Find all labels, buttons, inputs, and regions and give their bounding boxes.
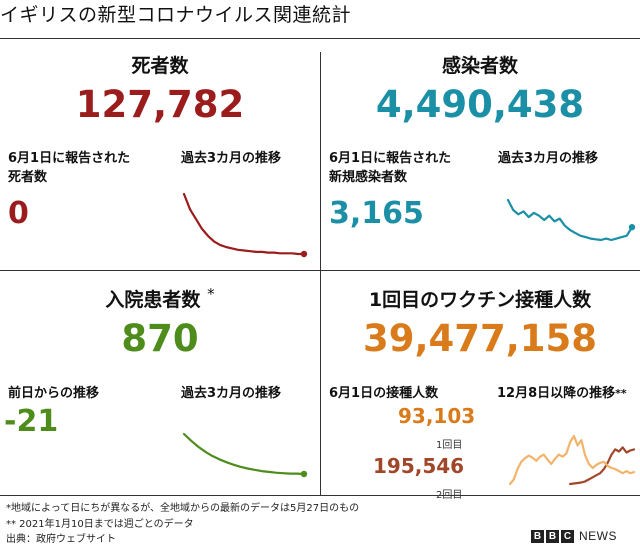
deaths-trend-chart: [182, 192, 308, 258]
horizontal-divider: [0, 270, 640, 271]
footer-divider: [0, 495, 640, 496]
deaths-trend-label: 過去3カ月の推移: [181, 151, 282, 166]
vertical-divider: [320, 52, 321, 495]
vaccine-trend-chart: [508, 434, 636, 486]
vaccine-total: 39,477,158: [362, 317, 598, 360]
bbc-letter-b1: B: [531, 529, 544, 543]
vaccine-trend-series-2-line: [508, 434, 636, 486]
cases-total: 4,490,438: [375, 83, 585, 126]
deaths-trend-end-point: [300, 250, 308, 258]
hospital-trend-line: [182, 432, 306, 476]
page-title: イギリスの新型コロナウイルス関連統計: [0, 4, 352, 26]
hospital-trend-end-point: [300, 470, 308, 478]
footnote-1: *地域によって日にちが異なるが、全地域からの最新のデータは5月27日のもの: [6, 503, 360, 514]
vaccine-trend-label-text: 12月8日以降の推移: [497, 386, 616, 401]
vaccine-trend-label: 12月8日以降の推移**: [497, 384, 627, 403]
vaccine-trend-label-mark: **: [615, 387, 627, 400]
deaths-title: 死者数: [131, 55, 189, 77]
cases-daily-label-line2: 新規感染者数: [329, 170, 408, 185]
cases-trend-line: [506, 198, 634, 242]
vaccine-first-dose-value: 93,103: [398, 404, 476, 428]
vaccine-second-dose-label: 2回目: [436, 490, 463, 501]
hospital-title-asterisk: *: [207, 285, 215, 303]
hospital-total: 870: [121, 317, 199, 360]
bbc-news-wordmark: NEWS: [579, 529, 617, 543]
deaths-trend-line: [182, 192, 306, 256]
vaccine-second-dose-value: 195,546: [373, 454, 465, 478]
vaccine-first-dose-label: 1回目: [436, 440, 463, 451]
deaths-daily-label-line2: 死者数: [8, 170, 48, 185]
hospital-title: 入院患者数 *: [0, 285, 320, 312]
hospital-trend-label: 過去3カ月の推移: [181, 386, 282, 401]
cases-title: 感染者数: [441, 55, 518, 77]
vaccine-trend-series-1-line: [568, 446, 636, 486]
cases-trend-label: 過去3カ月の推移: [498, 151, 599, 166]
bbc-news-logo: B B C NEWS: [531, 529, 617, 543]
vaccine-title: 1回目のワクチン接種人数: [368, 289, 592, 311]
cases-trend-end-point: [628, 223, 636, 231]
cases-daily-value: 3,165: [329, 196, 424, 231]
bbc-letter-b2: B: [546, 529, 559, 543]
hospital-change-label: 前日からの推移: [8, 386, 100, 401]
bbc-letter-c: C: [561, 529, 574, 543]
footnote-2: ** 2021年1月10日までは週ごとのデータ: [6, 519, 194, 530]
deaths-daily-label: 6月1日に報告された 死者数: [8, 149, 130, 187]
source-note: 出典：政府ウェブサイト: [6, 534, 116, 545]
hospital-title-text: 入院患者数: [105, 289, 201, 311]
cases-trend-chart: [506, 198, 636, 242]
deaths-daily-label-line1: 6月1日に報告された: [8, 151, 131, 166]
cases-daily-label: 6月1日に報告された 新規感染者数: [329, 149, 451, 187]
deaths-total: 127,782: [75, 83, 245, 126]
hospital-trend-chart: [182, 432, 308, 478]
title-divider: [0, 38, 640, 39]
deaths-daily-value: 0: [8, 196, 29, 231]
vaccine-daily-label: 6月1日の接種人数: [329, 386, 439, 401]
hospital-change-value: -21: [4, 404, 59, 439]
cases-daily-label-line1: 6月1日に報告された: [329, 151, 452, 166]
